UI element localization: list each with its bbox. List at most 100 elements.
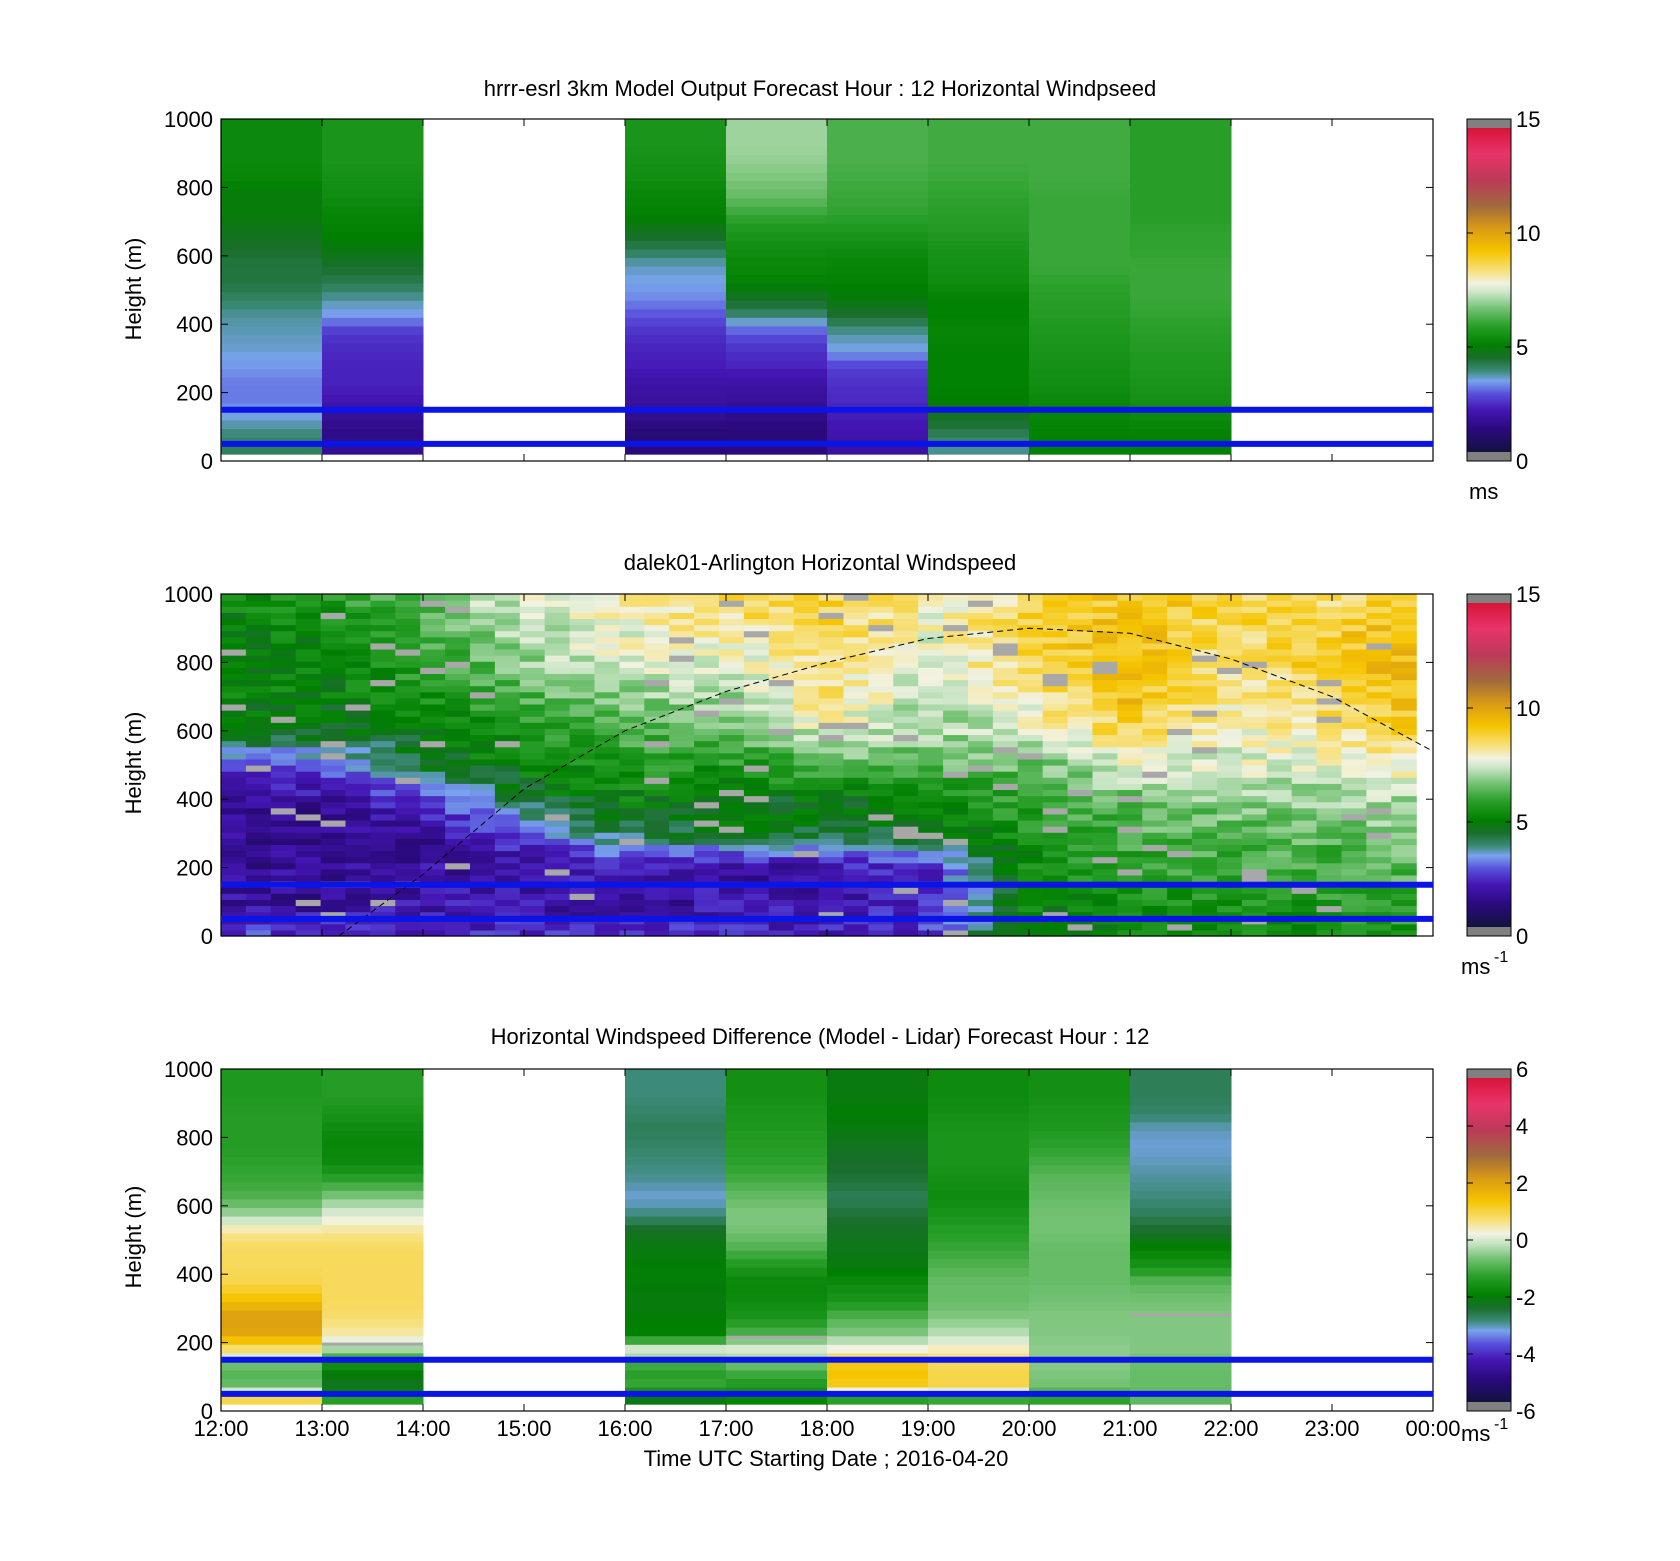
heatmap-cell — [768, 929, 795, 937]
missing-data-stripe — [322, 1342, 423, 1346]
heatmap-cell — [694, 691, 720, 699]
heatmap-cell — [270, 929, 297, 937]
heatmap-cell — [893, 856, 919, 864]
heatmap-cell — [967, 710, 994, 717]
heatmap-cell — [345, 606, 371, 613]
heatmap-cell — [827, 1241, 929, 1251]
heatmap-cell — [928, 325, 1030, 335]
heatmap-cell — [1130, 317, 1232, 327]
heatmap-cell — [1216, 673, 1243, 681]
heatmap-cell — [743, 655, 770, 662]
heatmap-cell — [1142, 893, 1168, 900]
heatmap-cell — [270, 923, 297, 931]
heatmap-cell — [818, 783, 845, 791]
heatmap-cell — [295, 819, 322, 827]
heatmap-cell — [868, 746, 894, 754]
heatmap-cell — [1341, 673, 1367, 681]
heatmap-cell — [992, 697, 1019, 705]
heatmap-cell — [1029, 1156, 1131, 1166]
heatmap-cell — [1029, 274, 1131, 284]
heatmap-cell — [519, 826, 546, 833]
heatmap-cell — [1130, 1344, 1232, 1354]
heatmap-cell — [1366, 874, 1392, 882]
heatmap-cell — [395, 679, 421, 687]
heatmap-cell — [1042, 606, 1069, 613]
heatmap-cell — [768, 679, 795, 687]
heatmap-cell — [793, 679, 820, 687]
heatmap-cell — [544, 844, 571, 852]
heatmap-cell — [726, 206, 828, 216]
heatmap-cell — [445, 758, 471, 766]
heatmap-cell — [1266, 594, 1293, 601]
heatmap-cell — [270, 661, 297, 668]
heatmap-cell — [1142, 685, 1168, 693]
heatmap-cell — [793, 887, 820, 894]
heatmap-cell — [1266, 722, 1293, 729]
heatmap-cell — [395, 746, 421, 754]
heatmap-cell — [1291, 606, 1318, 613]
heatmap-cell — [743, 758, 770, 766]
heatmap-cell — [395, 667, 421, 674]
heatmap-cell — [322, 1113, 424, 1123]
heatmap-cell — [569, 813, 596, 821]
heatmap-cell — [1391, 929, 1417, 937]
heatmap-cell — [992, 856, 1019, 864]
heatmap-cell — [395, 758, 421, 766]
heatmap-cell — [1366, 819, 1392, 827]
heatmap-cell — [1341, 710, 1367, 717]
heatmap-cell — [519, 929, 546, 937]
heatmap-cell — [992, 600, 1019, 607]
heatmap-cell — [644, 673, 670, 681]
heatmap-cell — [1241, 819, 1268, 827]
heatmap-cell — [1266, 838, 1293, 845]
heatmap-cell — [370, 703, 396, 711]
heatmap-cell — [1341, 838, 1367, 845]
heatmap-cell — [928, 291, 1030, 301]
heatmap-cell — [619, 691, 645, 699]
heatmap-cell — [625, 1275, 727, 1285]
heatmap-cell — [221, 206, 323, 216]
heatmap-cell — [1366, 752, 1392, 760]
heatmap-cell — [1117, 618, 1143, 626]
heatmap-cell — [245, 612, 272, 620]
heatmap-cell — [1366, 777, 1392, 784]
heatmap-cell — [1092, 771, 1118, 778]
heatmap-cell — [1067, 758, 1094, 766]
heatmap-cell — [1216, 612, 1243, 620]
heatmap-cell — [544, 691, 571, 699]
heatmap-cell — [1391, 661, 1417, 668]
heatmap-cell — [827, 428, 929, 438]
heatmap-cell — [221, 1147, 323, 1157]
heatmap-cell — [1042, 624, 1069, 632]
heatmap-cell — [445, 850, 471, 858]
heatmap-cell — [694, 783, 720, 791]
heatmap-cell — [1216, 703, 1243, 711]
heatmap-cell — [718, 667, 745, 674]
heatmap-cell — [743, 624, 770, 632]
heatmap-cell — [1366, 722, 1392, 729]
heatmap-cell — [1067, 740, 1094, 748]
heatmap-cell — [1216, 911, 1243, 919]
heatmap-cell — [295, 807, 322, 815]
heatmap-cell — [1316, 856, 1343, 864]
heatmap-cell — [345, 612, 371, 620]
heatmap-cell — [322, 266, 424, 276]
heatmap-cell — [718, 679, 745, 687]
heatmap-cell — [893, 850, 919, 858]
heatmap-cell — [928, 1284, 1030, 1294]
heatmap-cell — [221, 1301, 323, 1311]
heatmap-cell — [1216, 929, 1243, 937]
heatmap-cell — [345, 887, 371, 894]
heatmap-cell — [1017, 722, 1044, 729]
heatmap-cell — [644, 685, 670, 693]
heatmap-cell — [1241, 771, 1268, 778]
heatmap-cell — [320, 752, 347, 760]
heatmap-cell — [494, 832, 521, 839]
heatmap-cell — [967, 740, 994, 748]
heatmap-cell — [619, 655, 645, 662]
heatmap-cell — [1167, 600, 1193, 607]
heatmap-cell — [619, 618, 645, 626]
heatmap-cell — [544, 826, 571, 833]
heatmap-cell — [827, 385, 929, 395]
heatmap-cell — [718, 624, 745, 632]
